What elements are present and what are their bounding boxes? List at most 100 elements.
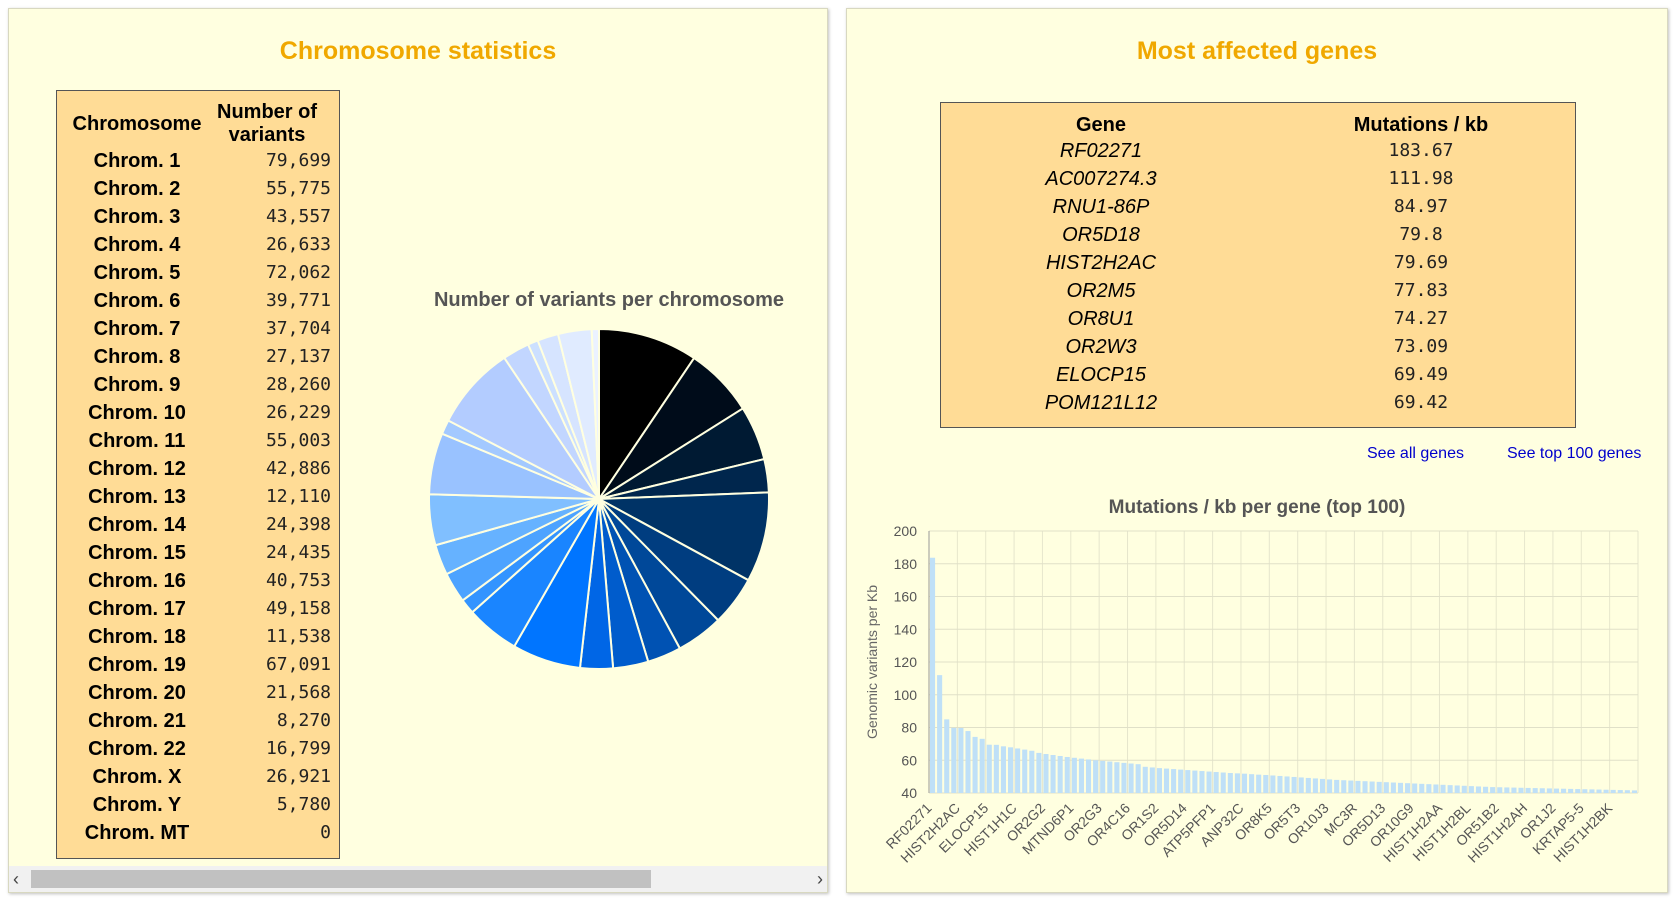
see-top-100-genes-link[interactable]: See top 100 genes (1507, 445, 1642, 462)
bar[interactable] (937, 675, 943, 793)
bar[interactable] (1397, 782, 1404, 793)
bar[interactable] (986, 744, 992, 793)
bar[interactable] (1475, 786, 1482, 793)
bar[interactable] (1185, 770, 1191, 793)
bar[interactable] (1213, 772, 1219, 793)
bar[interactable] (1000, 746, 1006, 793)
bar[interactable] (1114, 762, 1120, 793)
bar[interactable] (930, 557, 936, 793)
bar[interactable] (1043, 754, 1049, 793)
bar[interactable] (1064, 756, 1070, 793)
bar[interactable] (951, 727, 957, 793)
bar[interactable] (1575, 789, 1581, 793)
bar[interactable] (1291, 776, 1297, 793)
scroll-left-arrow-icon[interactable]: ‹ (13, 869, 19, 889)
bar[interactable] (1029, 750, 1035, 793)
bar[interactable] (958, 728, 964, 793)
bar[interactable] (1440, 784, 1446, 793)
bar[interactable] (1163, 768, 1170, 793)
bar[interactable] (1504, 787, 1510, 793)
bar[interactable] (1497, 787, 1503, 793)
bar[interactable] (1532, 788, 1538, 793)
horizontal-scrollbar[interactable]: ‹ › (9, 866, 827, 892)
bar[interactable] (1199, 771, 1205, 793)
bar[interactable] (1015, 748, 1021, 793)
bar[interactable] (1624, 790, 1630, 793)
bar[interactable] (1007, 747, 1014, 793)
bar[interactable] (1490, 787, 1496, 793)
bar[interactable] (1610, 789, 1616, 793)
bar[interactable] (1539, 788, 1545, 793)
bar[interactable] (1036, 752, 1042, 793)
bar[interactable] (1461, 785, 1467, 793)
scrollbar-thumb[interactable] (31, 870, 651, 888)
bar[interactable] (1100, 760, 1106, 793)
bar[interactable] (1277, 775, 1283, 793)
bar[interactable] (1419, 783, 1425, 793)
scroll-right-arrow-icon[interactable]: › (817, 869, 823, 889)
bar[interactable] (1553, 788, 1560, 793)
bar[interactable] (1249, 774, 1255, 793)
bar[interactable] (1156, 768, 1162, 793)
bar[interactable] (1511, 787, 1517, 793)
bar[interactable] (1085, 759, 1092, 793)
bar[interactable] (1525, 787, 1531, 793)
bar[interactable] (1270, 775, 1276, 793)
bar[interactable] (1312, 778, 1318, 793)
bar[interactable] (1305, 777, 1311, 793)
bar[interactable] (1071, 757, 1077, 793)
bar[interactable] (1107, 761, 1113, 793)
bar[interactable] (1149, 767, 1155, 793)
bar[interactable] (1234, 773, 1240, 793)
bar[interactable] (1284, 776, 1290, 793)
bar[interactable] (1447, 785, 1453, 793)
bar[interactable] (1631, 790, 1637, 793)
bar[interactable] (1263, 774, 1269, 793)
bar[interactable] (1390, 782, 1396, 793)
bar[interactable] (1603, 789, 1609, 793)
bar[interactable] (1334, 779, 1340, 793)
bar[interactable] (1546, 788, 1552, 793)
see-all-genes-link[interactable]: See all genes (1367, 445, 1464, 462)
bar[interactable] (1206, 771, 1212, 793)
bar[interactable] (1227, 773, 1233, 793)
bar[interactable] (993, 744, 999, 793)
bar[interactable] (1341, 780, 1347, 793)
bar[interactable] (1178, 769, 1184, 793)
bar[interactable] (1568, 788, 1574, 793)
bar[interactable] (1355, 780, 1361, 793)
pie-slice[interactable] (595, 491, 769, 582)
bar[interactable] (1582, 789, 1588, 793)
bar[interactable] (1128, 763, 1134, 793)
bar[interactable] (1383, 782, 1389, 793)
bar[interactable] (1561, 788, 1567, 793)
pie-slice[interactable] (598, 329, 696, 503)
bar[interactable] (1135, 764, 1141, 793)
bar[interactable] (1412, 783, 1418, 793)
bar[interactable] (1142, 766, 1148, 793)
bar[interactable] (1617, 790, 1623, 793)
bar[interactable] (1376, 781, 1382, 793)
bar[interactable] (1405, 783, 1411, 793)
bar[interactable] (1426, 784, 1432, 793)
bar[interactable] (1468, 786, 1474, 793)
bar[interactable] (979, 738, 985, 793)
bar[interactable] (944, 719, 950, 793)
bar[interactable] (1327, 779, 1333, 793)
bar[interactable] (1298, 777, 1304, 793)
bar[interactable] (1369, 781, 1375, 793)
bar[interactable] (1050, 755, 1056, 793)
bar[interactable] (1022, 749, 1028, 793)
bar[interactable] (1078, 758, 1084, 793)
bar[interactable] (965, 731, 971, 793)
bar[interactable] (972, 736, 978, 793)
bar[interactable] (1319, 778, 1326, 793)
bar[interactable] (1256, 774, 1262, 793)
bar[interactable] (1518, 787, 1524, 793)
bar[interactable] (1192, 770, 1198, 793)
bar[interactable] (1241, 773, 1248, 793)
bar[interactable] (1589, 789, 1595, 793)
bar[interactable] (1596, 789, 1602, 793)
bar[interactable] (1171, 769, 1177, 793)
bar[interactable] (1348, 780, 1354, 793)
